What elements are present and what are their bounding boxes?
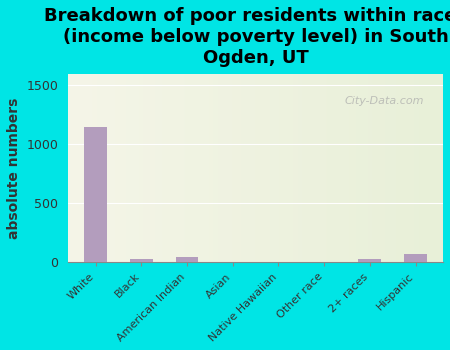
Text: City-Data.com: City-Data.com — [345, 96, 424, 106]
Title: Breakdown of poor residents within races
(income below poverty level) in South
O: Breakdown of poor residents within races… — [44, 7, 450, 66]
Bar — [130, 259, 153, 262]
Bar — [404, 253, 427, 262]
Bar — [84, 127, 107, 262]
Bar — [176, 257, 198, 262]
Bar — [359, 259, 381, 262]
Y-axis label: absolute numbers: absolute numbers — [7, 97, 21, 239]
